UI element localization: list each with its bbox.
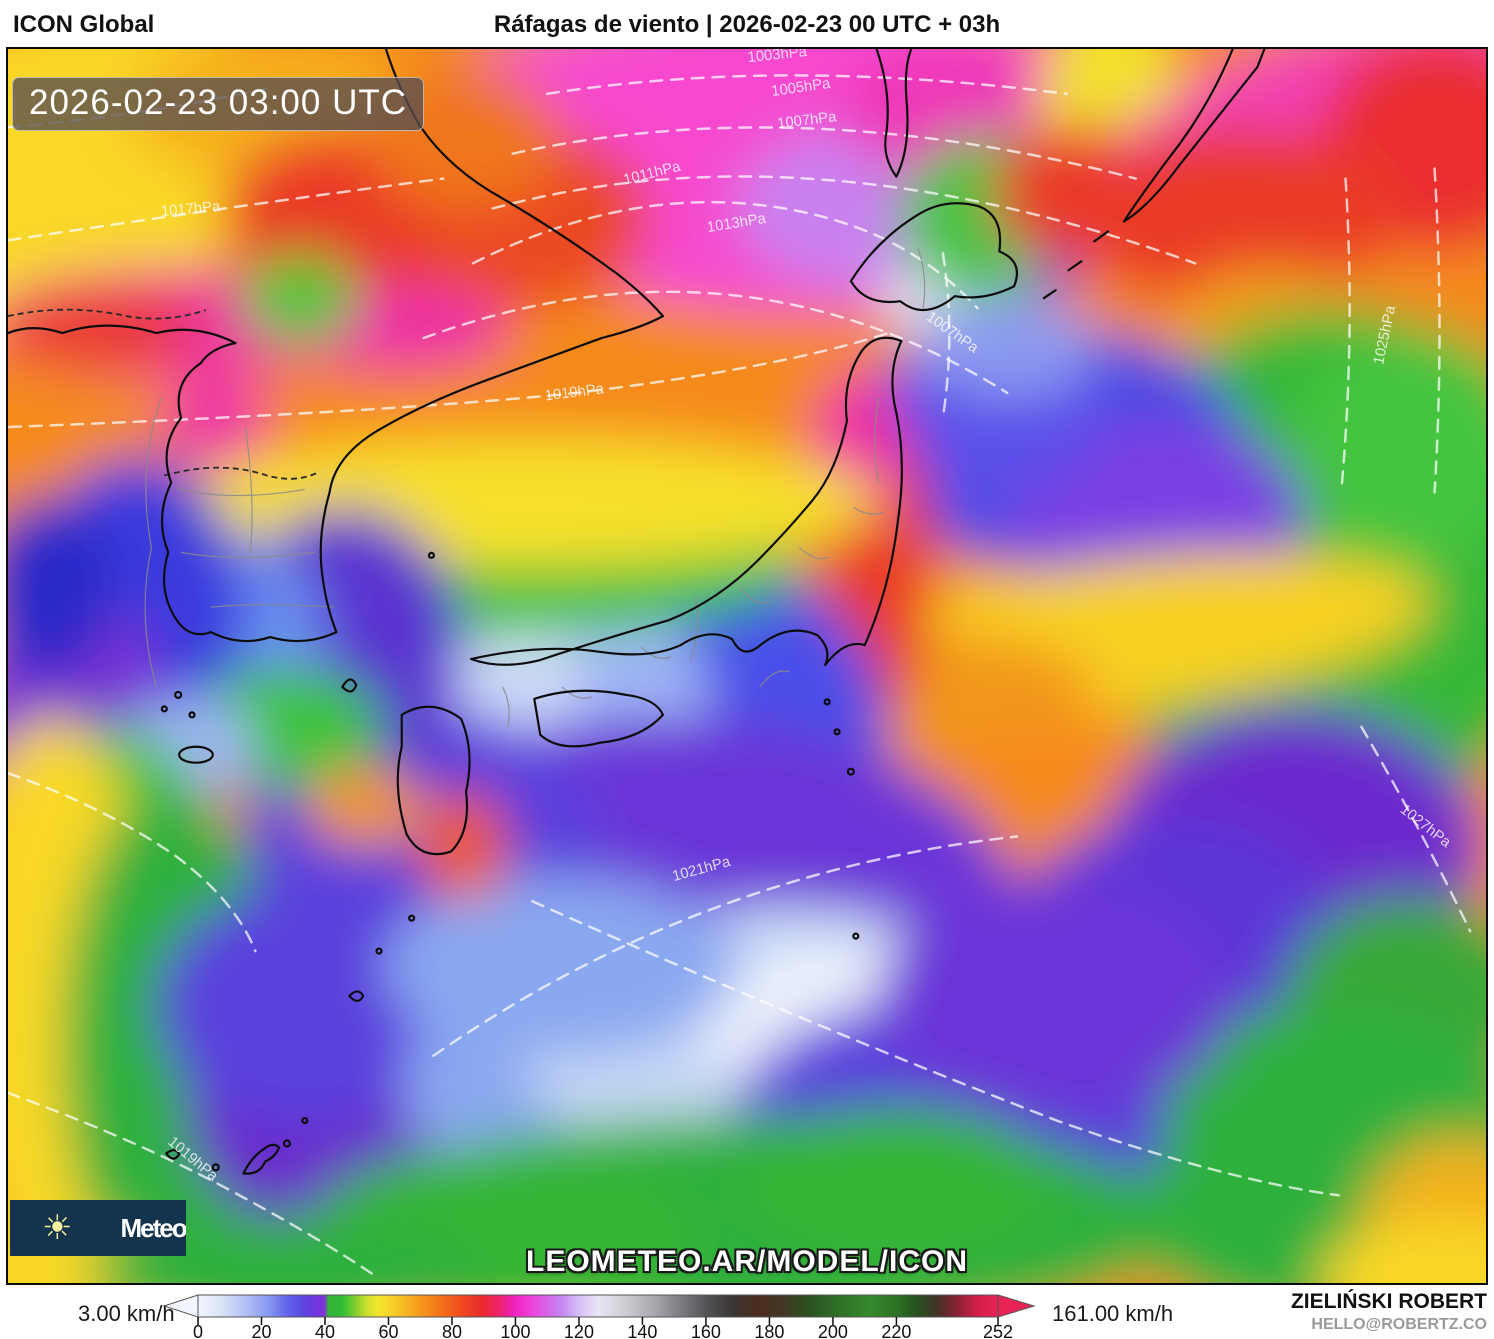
- wind-gust-map: 1017hPa1003hPa1005hPa1007hPa1011hPa1013h…: [8, 49, 1486, 1283]
- legend-max-label: 161.00 km/h: [1052, 1301, 1174, 1326]
- site-logo: ☀ Meteo: [10, 1200, 186, 1256]
- sun-icon: ☀: [42, 1209, 73, 1247]
- svg-text:0: 0: [193, 1322, 203, 1339]
- timestamp-overlay: 2026-02-23 03:00 UTC: [12, 77, 424, 131]
- svg-text:120: 120: [564, 1322, 594, 1339]
- svg-text:100: 100: [500, 1322, 530, 1339]
- header-bar: ICON Global Ráfagas de viento | 2026-02-…: [0, 0, 1494, 47]
- attribution-name: ZIELIŃSKI ROBERT: [1290, 1290, 1487, 1313]
- country-borders: [8, 308, 321, 480]
- color-field: [8, 49, 1486, 1283]
- svg-text:1019hPa: 1019hPa: [544, 381, 606, 404]
- svg-text:1007hPa: 1007hPa: [776, 109, 838, 132]
- coastlines: [8, 49, 1266, 1175]
- legend-bar: 3.00 km/h 0 20 40 60 80 100 120 140 160 180 200 220…: [0, 1285, 1494, 1339]
- colorbar-gradient: [197, 1294, 999, 1318]
- legend-min-label: 3.00 km/h: [78, 1301, 175, 1326]
- logo-text: Meteo: [120, 1212, 186, 1243]
- colorbar-left-arrow: [162, 1294, 199, 1318]
- model-name: ICON Global: [13, 11, 155, 38]
- map-container: 1017hPa 1003hPa 1005hPa 1007hPa 1011hPa 1013h…: [6, 47, 1488, 1285]
- svg-text:60: 60: [378, 1322, 398, 1339]
- svg-text:200: 200: [818, 1322, 848, 1339]
- isobar-lines: [8, 74, 1472, 1277]
- colorbar: 0 20 40 60 80 100 120 140 160 180 200 220 252: [162, 1294, 1036, 1339]
- attribution-email: HELLO@ROBERTZ.CO: [1311, 1316, 1487, 1333]
- svg-text:160: 160: [691, 1322, 721, 1339]
- admin-boundaries: [144, 248, 926, 727]
- page-title: Ráfagas de viento | 2026-02-23 00 UTC + …: [493, 11, 1001, 38]
- svg-text:140: 140: [627, 1322, 657, 1339]
- svg-text:20: 20: [251, 1322, 271, 1339]
- svg-text:80: 80: [442, 1322, 462, 1339]
- colorbar-right-arrow: [997, 1294, 1036, 1318]
- svg-text:252: 252: [983, 1322, 1013, 1339]
- colorbar-ticks: 0 20 40 60 80 100 120 140 160 180 200 220 252: [193, 1317, 1013, 1339]
- svg-text:1017hPa: 1017hPa: [160, 199, 221, 220]
- svg-text:40: 40: [315, 1322, 335, 1339]
- svg-text:180: 180: [754, 1322, 784, 1339]
- svg-text:220: 220: [881, 1322, 911, 1339]
- watermark: LEOMETEO.AR/MODEL/ICON: [526, 1245, 968, 1278]
